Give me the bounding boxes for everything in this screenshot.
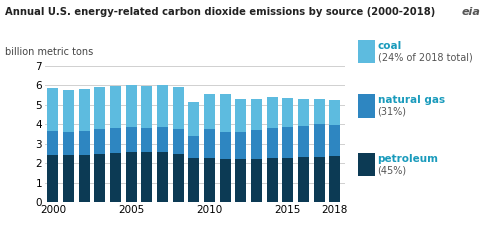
- Bar: [78, 131, 90, 155]
- Bar: [188, 102, 200, 136]
- Bar: [282, 98, 294, 127]
- Bar: [220, 159, 231, 202]
- Bar: [314, 157, 325, 202]
- Bar: [329, 125, 340, 156]
- Bar: [251, 99, 262, 130]
- Text: (24% of 2018 total): (24% of 2018 total): [378, 53, 472, 63]
- Bar: [94, 87, 106, 129]
- Bar: [126, 127, 137, 153]
- Bar: [63, 155, 74, 202]
- Bar: [63, 132, 74, 155]
- Bar: [204, 94, 215, 129]
- Bar: [251, 159, 262, 202]
- Bar: [157, 127, 168, 153]
- Bar: [126, 153, 137, 202]
- Bar: [172, 129, 184, 154]
- Bar: [172, 87, 184, 129]
- Bar: [47, 155, 58, 202]
- Bar: [188, 136, 200, 158]
- Bar: [157, 153, 168, 202]
- Bar: [314, 99, 325, 124]
- Bar: [220, 94, 231, 132]
- Bar: [235, 160, 246, 202]
- Bar: [110, 153, 121, 202]
- Text: natural gas: natural gas: [378, 95, 444, 105]
- Bar: [157, 85, 168, 127]
- Bar: [94, 129, 106, 154]
- Bar: [251, 130, 262, 159]
- Bar: [110, 86, 121, 128]
- Bar: [235, 132, 246, 160]
- Bar: [204, 129, 215, 158]
- Bar: [298, 99, 309, 126]
- Bar: [188, 158, 200, 202]
- Bar: [314, 124, 325, 157]
- Bar: [126, 85, 137, 127]
- Bar: [141, 128, 152, 153]
- Bar: [220, 132, 231, 159]
- Text: (31%): (31%): [378, 107, 406, 117]
- Text: Annual U.S. energy-related carbon dioxide emissions by source (2000-2018): Annual U.S. energy-related carbon dioxid…: [5, 7, 435, 17]
- Bar: [172, 154, 184, 202]
- Bar: [47, 131, 58, 155]
- Bar: [110, 128, 121, 153]
- Bar: [63, 90, 74, 132]
- Text: petroleum: petroleum: [378, 154, 438, 164]
- Bar: [266, 97, 278, 128]
- Text: billion metric tons: billion metric tons: [5, 47, 93, 57]
- Text: coal: coal: [378, 41, 402, 51]
- Bar: [298, 126, 309, 157]
- Bar: [78, 89, 90, 131]
- Bar: [78, 155, 90, 202]
- Bar: [141, 153, 152, 202]
- Text: eia: eia: [461, 7, 480, 17]
- Text: (45%): (45%): [378, 165, 406, 175]
- Bar: [235, 99, 246, 132]
- Bar: [329, 100, 340, 125]
- Bar: [94, 154, 106, 202]
- Bar: [204, 158, 215, 202]
- Bar: [266, 158, 278, 202]
- Bar: [329, 156, 340, 202]
- Bar: [282, 127, 294, 158]
- Bar: [298, 157, 309, 202]
- Bar: [266, 128, 278, 158]
- Bar: [141, 86, 152, 128]
- Bar: [282, 158, 294, 202]
- Bar: [47, 88, 58, 131]
